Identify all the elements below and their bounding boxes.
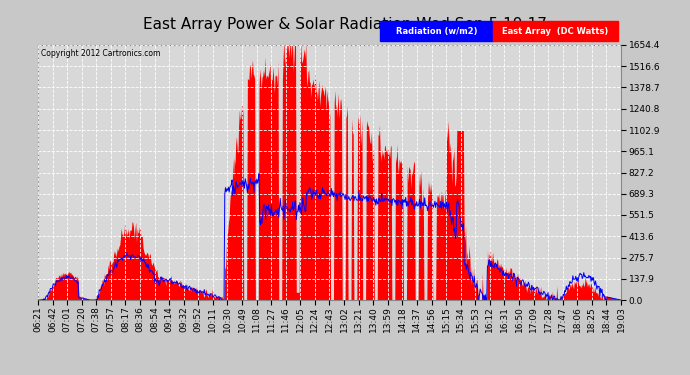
Text: Copyright 2012 Cartronics.com: Copyright 2012 Cartronics.com xyxy=(41,49,161,58)
Text: Radiation (w/m2): Radiation (w/m2) xyxy=(396,27,477,36)
Text: East Array Power & Solar Radiation Wed Sep 5 19:17: East Array Power & Solar Radiation Wed S… xyxy=(143,17,547,32)
Text: East Array  (DC Watts): East Array (DC Watts) xyxy=(502,27,609,36)
